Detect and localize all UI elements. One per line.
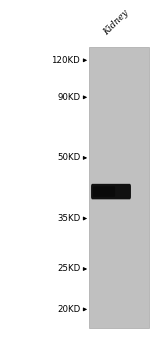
FancyBboxPatch shape — [91, 184, 131, 199]
Text: 20KD: 20KD — [57, 305, 80, 314]
FancyBboxPatch shape — [93, 186, 115, 197]
Text: 25KD: 25KD — [57, 265, 80, 273]
Text: 120KD: 120KD — [51, 56, 80, 65]
Text: 50KD: 50KD — [57, 153, 80, 163]
Bar — [89, 47, 148, 328]
Text: 90KD: 90KD — [57, 93, 80, 102]
Text: Kidney: Kidney — [102, 8, 130, 37]
Text: 35KD: 35KD — [57, 214, 80, 223]
